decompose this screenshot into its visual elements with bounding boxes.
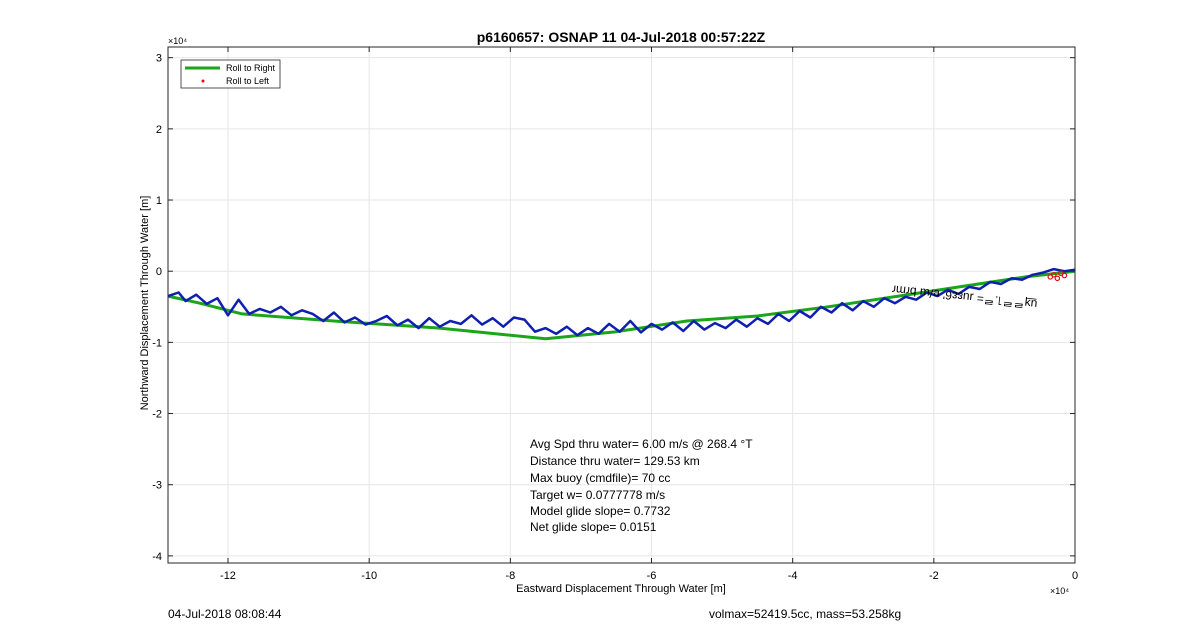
legend-swatch-roll-left bbox=[201, 79, 205, 83]
annotation-block: Avg Spd thru water= 6.00 m/s @ 268.4 °T … bbox=[530, 437, 753, 534]
legend: Roll to Right Roll to Left bbox=[180, 59, 281, 89]
x-tick-label: -2 bbox=[929, 570, 939, 582]
y-tick-label: 1 bbox=[156, 195, 162, 207]
series-line-roll-to-right bbox=[167, 269, 1076, 341]
y-exponent-label: ×10⁴ bbox=[168, 36, 187, 46]
plot-area bbox=[168, 47, 1075, 563]
y-tick-label: -2 bbox=[152, 409, 162, 421]
y-tick-label: -4 bbox=[152, 551, 162, 563]
annotation-line: Avg Spd thru water= 6.00 m/s @ 268.4 °T bbox=[530, 437, 753, 451]
y-tick-label: 3 bbox=[156, 53, 162, 65]
x-axis-label: Eastward Displacement Through Water [m] bbox=[516, 583, 726, 595]
chart-title: p6160657: OSNAP 11 04-Jul-2018 00:57:22Z bbox=[477, 29, 766, 45]
y-tick-label: -3 bbox=[152, 480, 162, 492]
annotation-line: Model glide slope= 0.7732 bbox=[530, 504, 671, 518]
grid bbox=[168, 47, 1076, 563]
roll-to-left-point bbox=[1054, 275, 1061, 282]
x-tick-label: 0 bbox=[1072, 570, 1078, 582]
x-exponent-label: ×10⁴ bbox=[1050, 586, 1069, 596]
y-tick-label: -1 bbox=[152, 337, 162, 349]
footer-timestamp: 04-Jul-2018 08:08:44 bbox=[168, 607, 282, 621]
x-tick-label: -6 bbox=[647, 570, 657, 582]
y-tick-label: 2 bbox=[156, 124, 162, 136]
x-tick-label: -4 bbox=[788, 570, 798, 582]
x-tick-label: -8 bbox=[505, 570, 515, 582]
plot-frame bbox=[167, 46, 1076, 564]
roll-to-left-point bbox=[1061, 272, 1068, 279]
series-line-track bbox=[167, 267, 1076, 337]
legend-box bbox=[180, 59, 281, 89]
x-tick-label: -10 bbox=[361, 570, 377, 582]
footer-mass-info: volmax=52419.5cc, mass=53.258kg bbox=[709, 607, 902, 621]
series-layer bbox=[167, 267, 1076, 341]
legend-label-roll-right: Roll to Right bbox=[226, 63, 276, 73]
annotation-line: Distance thru water= 129.53 km bbox=[530, 454, 700, 468]
roll-to-left-point bbox=[1051, 271, 1057, 278]
legend-label-roll-left: Roll to Left bbox=[226, 76, 270, 86]
y-tick-label: 0 bbox=[156, 266, 162, 278]
annotation-line: Net glide slope= 0.0151 bbox=[530, 520, 657, 534]
ticks-layer: -12 -10 -8 -6 -4 -2 0 3 2 1 0 -1 -2 -3 -4 bbox=[152, 47, 1078, 582]
y-axis-label: Northward Displacement Through Water [m] bbox=[139, 196, 151, 411]
x-tick-label: -12 bbox=[220, 570, 236, 582]
annotation-line: Max buoy (cmdfile)= 70 cc bbox=[530, 471, 670, 485]
annotation-line: Target w= 0.0777778 m/s bbox=[530, 488, 665, 502]
